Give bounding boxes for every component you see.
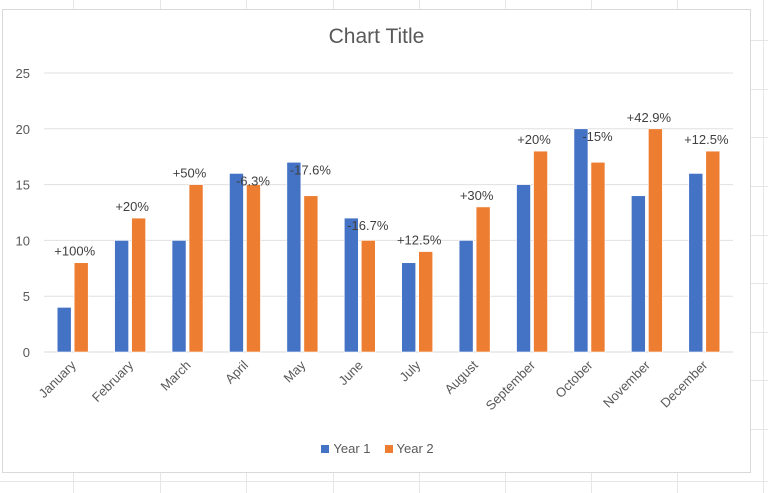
bar-year-1-december[interactable] [688,173,704,353]
data-label-annotation: +12.5% [684,132,729,147]
legend-label: Year 2 [396,441,434,456]
bar-year-2-july[interactable] [418,251,434,353]
x-category-label: February [89,357,137,405]
bar-year-2-september[interactable] [533,150,548,353]
bar-year-1-april[interactable] [229,173,244,353]
y-tick-label: 15 [16,178,30,193]
data-label-annotation: -15% [582,129,613,144]
bar-year-1-september[interactable] [516,184,531,353]
bar-year-2-june[interactable] [360,240,376,353]
bar-year-1-july[interactable] [401,262,417,353]
y-tick-label: 0 [23,345,30,360]
chart-container[interactable]: Chart Title 0 5 10 15 20 25 +100% January +20% Fe… [2,9,751,473]
bar-year-2-march[interactable] [188,184,204,353]
x-category-label: September [483,357,539,413]
legend-item-year-1[interactable]: Year 1 [321,441,371,456]
plot-area[interactable]: 0 5 10 15 20 25 +100% January +20% February +50% Ma… [3,10,752,474]
bar-year-2-february[interactable] [131,217,146,353]
legend-swatch-year-1 [321,444,330,453]
legend-item-year-2[interactable]: Year 2 [384,441,434,456]
data-label-annotation: +12.5% [397,233,442,248]
bar-year-1-march[interactable] [171,240,187,353]
data-label-annotation: +50% [173,166,207,181]
data-label-annotation: -16.7% [347,218,389,233]
x-category-label: May [281,357,309,385]
chart-title[interactable]: Chart Title [328,25,425,48]
y-tick-label: 20 [16,122,30,137]
data-label-annotation: -17.6% [290,162,332,177]
bar-year-2-may[interactable] [303,195,319,353]
x-category-label: July [396,357,423,384]
data-label-annotation: -6.3% [236,173,270,188]
x-category-label: March [158,358,194,394]
bar-year-1-october[interactable] [573,128,589,353]
bar-year-2-october[interactable] [590,161,606,353]
data-label-annotation: +20% [517,132,551,147]
y-tick-label: 25 [16,66,30,81]
x-category-label: August [442,357,481,396]
bar-year-2-january[interactable] [73,262,89,353]
x-category-label: November [600,357,653,410]
x-category-label: October [552,357,596,401]
bar-year-2-april[interactable] [246,184,261,353]
bar-year-2-november[interactable] [648,128,663,353]
bar-year-1-may[interactable] [286,161,302,353]
x-category-label: June [335,358,366,389]
bar-year-1-february[interactable] [114,240,129,353]
bar-year-1-august[interactable] [458,240,474,353]
y-tick-label: 10 [16,233,30,248]
bar-year-1-january[interactable] [56,307,72,353]
legend[interactable]: Year 1 Year 2 [3,441,752,456]
legend-swatch-year-2 [384,444,393,453]
y-tick-label: 5 [23,289,30,304]
x-category-label: April [222,357,251,386]
legend-label: Year 1 [333,441,371,456]
data-label-annotation: +30% [460,188,494,203]
bar-year-1-november[interactable] [631,195,646,353]
bar-year-2-december[interactable] [705,150,721,353]
data-label-annotation: +42.9% [627,110,672,125]
x-category-label: January [36,357,80,401]
data-label-annotation: +100% [54,244,95,259]
data-label-annotation: +20% [115,199,149,214]
x-category-label: December [657,357,710,410]
bar-year-1-june[interactable] [343,217,359,353]
bar-year-2-august[interactable] [475,206,491,353]
